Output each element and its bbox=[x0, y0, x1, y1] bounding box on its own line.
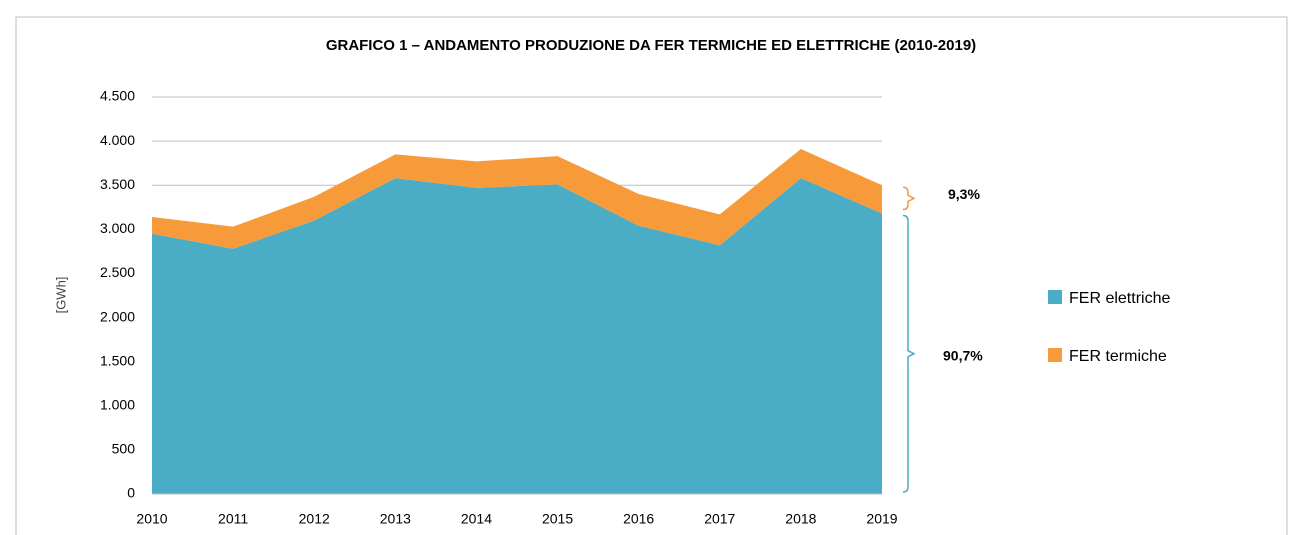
y-tick-label: 4.500 bbox=[100, 88, 135, 104]
annotation: 90,7% bbox=[943, 347, 983, 363]
y-tick-label: 2.500 bbox=[100, 264, 135, 280]
legend-swatch bbox=[1048, 348, 1062, 362]
x-tick-label: 2014 bbox=[461, 511, 492, 527]
x-tick-label: 2011 bbox=[218, 511, 248, 527]
legend-label: FER termiche bbox=[1069, 348, 1167, 365]
annotation: 9,3% bbox=[948, 186, 980, 202]
x-tick-label: 2017 bbox=[704, 511, 735, 527]
area bbox=[152, 149, 882, 249]
y-axis-label: [GWh] bbox=[53, 277, 68, 314]
x-tick-label: 2016 bbox=[623, 511, 654, 527]
bracket bbox=[902, 186, 916, 211]
x-tick-label: 2010 bbox=[136, 511, 167, 527]
y-tick-label: 2.000 bbox=[100, 308, 135, 324]
y-tick-label: 1.500 bbox=[100, 352, 135, 368]
y-tick-label: 1.000 bbox=[100, 396, 135, 412]
frame bbox=[15, 16, 1288, 535]
y-tick-label: 500 bbox=[112, 441, 136, 457]
y-tick-label: 3.000 bbox=[100, 220, 135, 236]
area bbox=[152, 178, 882, 495]
y-tick-label: 0 bbox=[127, 485, 135, 501]
x-tick-label: 2012 bbox=[299, 511, 330, 527]
x-tick-label: 2013 bbox=[380, 511, 411, 527]
x-tick-label: 2015 bbox=[542, 511, 573, 527]
x-tick-label: 2018 bbox=[785, 511, 816, 527]
y-tick-label: 3.500 bbox=[100, 176, 135, 192]
x-tick-label: 2019 bbox=[866, 511, 897, 527]
bracket bbox=[902, 214, 916, 493]
y-tick-label: 4.000 bbox=[100, 132, 135, 148]
chart-title: GRAFICO 1 – ANDAMENTO PRODUZIONE DA FER … bbox=[326, 37, 976, 54]
legend-label: FER elettriche bbox=[1069, 290, 1170, 307]
legend-swatch bbox=[1048, 290, 1062, 304]
